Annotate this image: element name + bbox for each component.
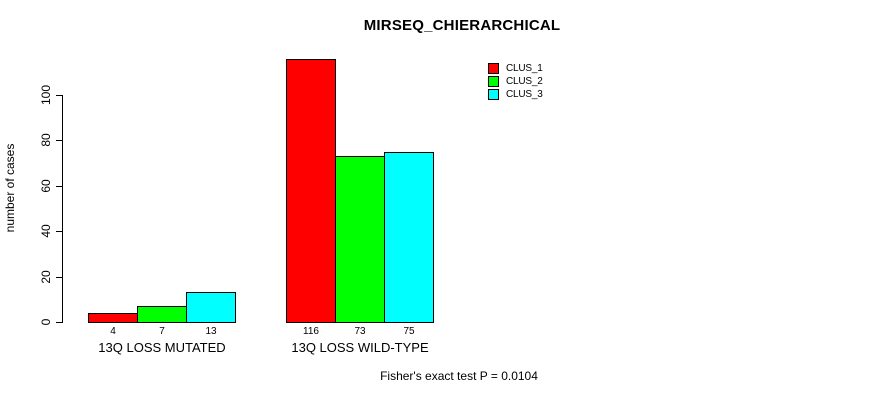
bar-clus_1-1 xyxy=(286,59,336,323)
bar-value-label: 4 xyxy=(110,326,116,337)
legend-label: CLUS_3 xyxy=(506,89,543,100)
y-tick-label-text: 60 xyxy=(39,179,53,193)
legend-item-clus_1: CLUS_1 xyxy=(488,62,543,75)
legend-label: CLUS_1 xyxy=(506,63,543,74)
y-tick-label-text: 20 xyxy=(39,270,53,284)
y-tick-label-text: 100 xyxy=(39,84,53,106)
y-tick xyxy=(56,186,62,187)
bar-clus_2-1 xyxy=(335,156,385,323)
y-tick-label-text: 80 xyxy=(39,133,53,147)
category-label-0: 13Q LOSS MUTATED xyxy=(98,340,226,355)
legend-label: CLUS_2 xyxy=(506,76,543,87)
bar-clus_3-0 xyxy=(186,292,236,323)
y-tick xyxy=(56,322,62,323)
category-label-1: 13Q LOSS WILD-TYPE xyxy=(291,340,429,355)
bar-value-label: 13 xyxy=(205,326,217,337)
bar-clus_1-0 xyxy=(88,313,138,323)
legend-item-clus_2: CLUS_2 xyxy=(488,75,543,88)
y-tick-label-text: 0 xyxy=(39,318,53,326)
chart-title: MIRSEQ_CHIERARCHICAL xyxy=(363,17,561,34)
y-axis-line xyxy=(62,95,63,323)
bar-value-label: 116 xyxy=(303,326,319,337)
bar-value-label: 73 xyxy=(354,326,366,337)
bar-clus_3-1 xyxy=(384,152,434,323)
y-tick xyxy=(56,277,62,278)
y-tick-label-text: 40 xyxy=(39,224,53,238)
legend-item-clus_3: CLUS_3 xyxy=(488,88,543,101)
legend-swatch-icon xyxy=(488,63,499,74)
legend-swatch-icon xyxy=(488,89,499,100)
y-tick xyxy=(56,140,62,141)
bar-clus_2-0 xyxy=(137,306,187,323)
legend-swatch-icon xyxy=(488,76,499,87)
bar-value-label: 75 xyxy=(403,326,415,337)
y-tick xyxy=(56,95,62,96)
legend: CLUS_1 CLUS_2 CLUS_3 xyxy=(488,62,543,101)
bar-value-label: 7 xyxy=(159,326,165,337)
y-tick xyxy=(56,231,62,232)
annotation-fisher-test: Fisher's exact test P = 0.0104 xyxy=(380,369,538,383)
y-axis-title-text: number of cases xyxy=(3,143,17,233)
